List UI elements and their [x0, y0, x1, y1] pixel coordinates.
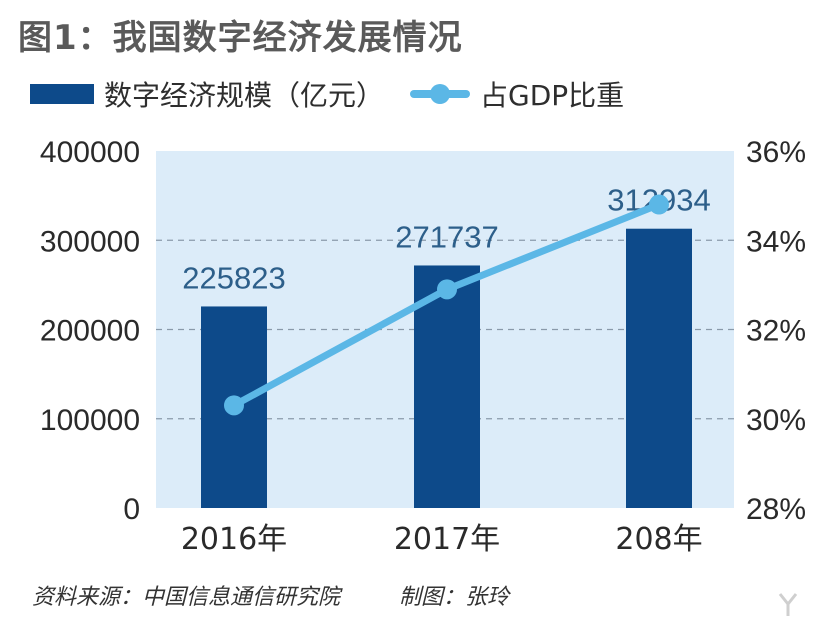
chart-title: 图1：我国数字经济发展情况 — [18, 18, 463, 58]
line-point — [437, 279, 457, 300]
line-point — [649, 194, 669, 215]
legend: 数字经济规模（亿元） 占GDP比重 — [30, 74, 624, 114]
source-note: 资料来源：中国信息通信研究院 — [32, 585, 341, 610]
x-axis-tick-label: 2016年 — [181, 522, 287, 557]
bar — [414, 265, 480, 508]
right-axis-tick-label: 28% — [746, 493, 806, 526]
left-axis-tick-label: 0 — [123, 493, 140, 526]
legend-bar-swatch — [30, 84, 94, 104]
bar-data-label: 225823 — [182, 260, 285, 295]
left-axis-tick-label: 300000 — [40, 225, 140, 258]
watermark-icon — [778, 593, 798, 616]
bar-data-label: 271737 — [395, 219, 498, 254]
legend-line-label: 占GDP比重 — [480, 79, 625, 112]
x-axis-tick-label: 208年 — [615, 522, 702, 557]
right-axis-tick-label: 30% — [746, 404, 806, 437]
bar — [626, 228, 692, 508]
legend-line-swatch — [410, 84, 471, 104]
line-point — [224, 395, 244, 416]
left-axis-tick-label: 400000 — [40, 136, 140, 169]
left-axis-tick-label: 200000 — [40, 315, 140, 348]
watermark-logo — [774, 590, 824, 620]
right-axis-tick-label: 32% — [746, 315, 806, 348]
footer: 资料来源：中国信息通信研究院 制图：张玲 — [32, 579, 509, 611]
left-axis-tick-label: 100000 — [40, 404, 140, 437]
x-axis-tick-label: 2017年 — [394, 522, 500, 557]
legend-bar-label: 数字经济规模（亿元） — [104, 79, 385, 112]
credit-note: 制图：张玲 — [399, 585, 510, 610]
right-axis-tick-label: 34% — [746, 225, 806, 258]
right-axis-tick-label: 36% — [746, 136, 806, 169]
